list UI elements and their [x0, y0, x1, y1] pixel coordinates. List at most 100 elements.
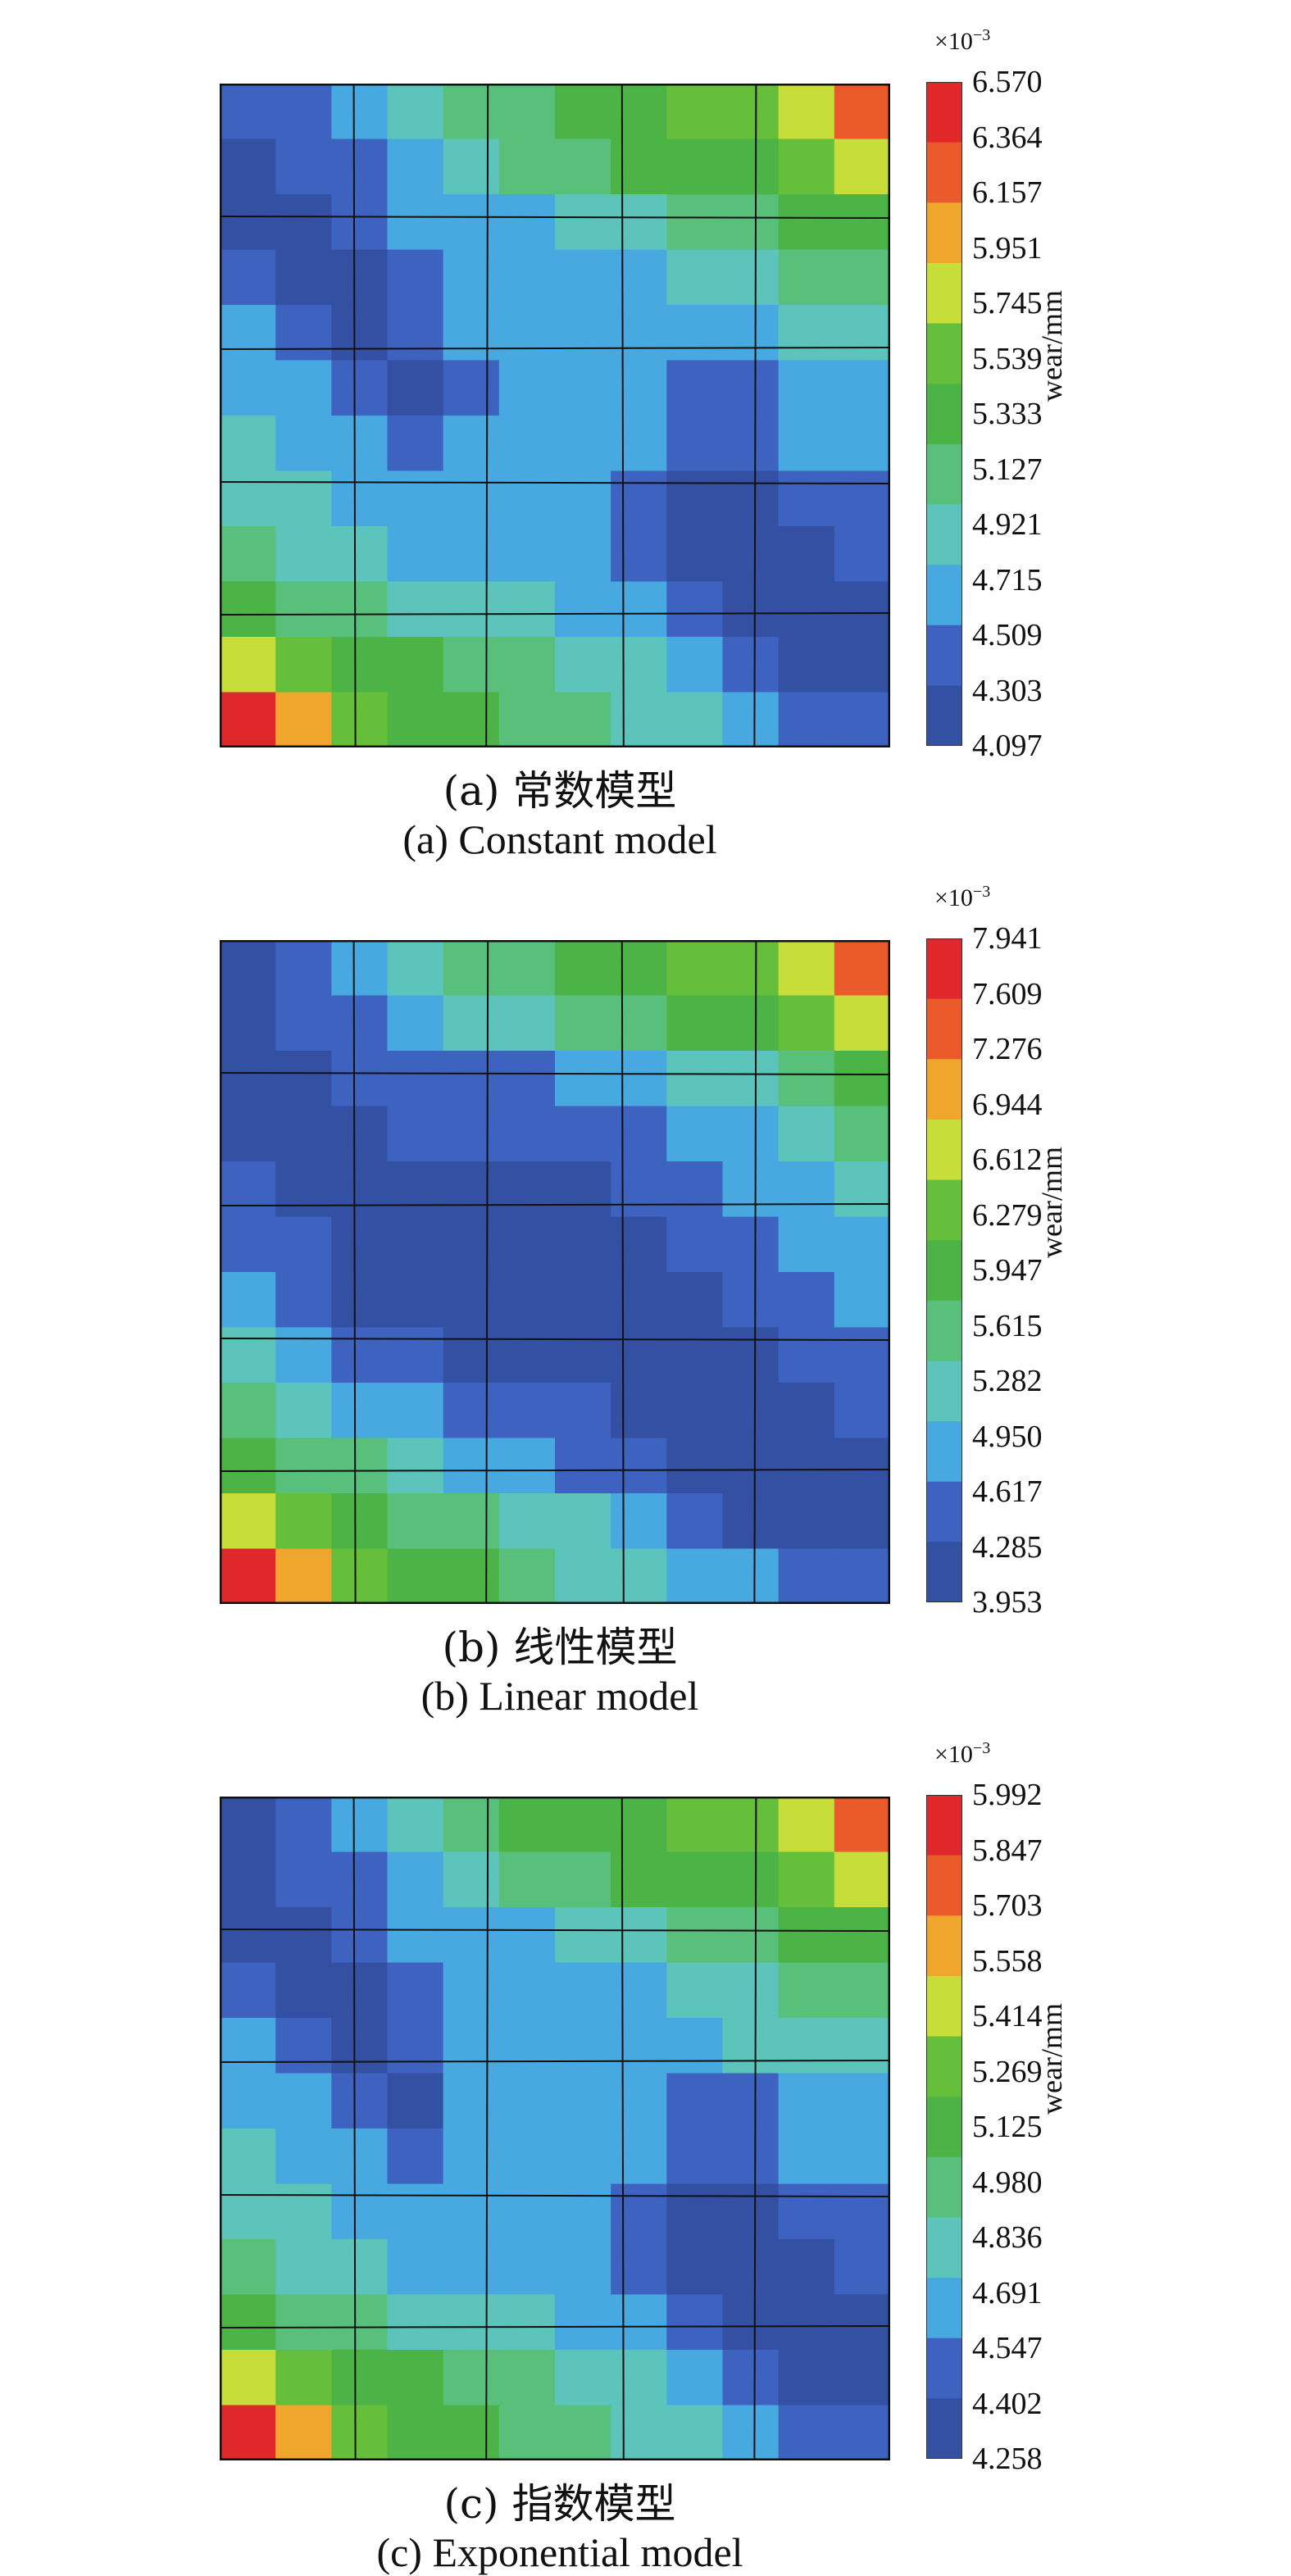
contour-cell	[331, 360, 389, 416]
colorbar-band	[926, 1240, 962, 1302]
contour-cell	[275, 637, 332, 693]
contour-cell	[443, 1797, 500, 1853]
contour-cell	[331, 1327, 389, 1383]
contour-cell	[611, 2350, 667, 2406]
contour-cell	[498, 194, 556, 251]
contour-cell	[834, 2239, 890, 2296]
contour-cell	[498, 1438, 556, 1494]
wear-contour-plot	[220, 84, 890, 747]
contour-cell	[666, 2073, 724, 2129]
contour-cell	[834, 1161, 890, 1218]
contour-cell	[555, 2073, 611, 2129]
contour-cell	[220, 1548, 276, 1604]
caption-english: (b) Linear model	[420, 1673, 699, 1719]
contour-cell	[275, 581, 332, 638]
contour-cell	[555, 692, 611, 747]
contour-cell	[443, 940, 500, 997]
contour-cell	[555, 1106, 611, 1162]
colorbar-tick-label: 5.992	[972, 1778, 1043, 1812]
colorbar-band	[926, 625, 962, 686]
colorbar-band	[926, 2036, 962, 2097]
panel-linear-model: ×10−3 7.941 7.609 7.276 6.944 6.612 6.279 5.94…	[0, 873, 1291, 1719]
contour-cell	[555, 2294, 611, 2351]
contour-cell	[778, 2018, 835, 2074]
contour-cell	[666, 581, 724, 638]
contour-cell	[275, 2239, 332, 2296]
contour-cell	[275, 995, 332, 1052]
contour-cell	[555, 1797, 611, 1853]
contour-cell	[778, 1797, 835, 1853]
contour-cell	[220, 1327, 276, 1383]
mesh-line	[753, 940, 757, 1604]
contour-cell	[555, 2183, 611, 2240]
contour-cell	[722, 1106, 780, 1162]
contour-cell	[275, 1962, 332, 2019]
contour-cell	[331, 416, 389, 472]
contour-cell	[778, 1106, 835, 1162]
colorbar-tick-label: 4.303	[972, 673, 1043, 708]
contour-cell	[275, 940, 332, 997]
contour-cell	[555, 470, 611, 527]
mesh-line	[753, 1797, 757, 2460]
scale-exponent: ×10−3	[934, 883, 991, 911]
contour-cell	[331, 139, 389, 195]
contour-cell	[220, 940, 276, 997]
contour-cell	[331, 2239, 389, 2296]
contour-cell	[220, 2018, 276, 2074]
contour-cell	[443, 1438, 500, 1494]
contour-cell	[778, 139, 835, 195]
contour-cell	[722, 1272, 780, 1329]
contour-cell	[387, 139, 444, 195]
contour-cell	[666, 2350, 724, 2406]
contour-cell	[778, 1548, 835, 1604]
colorbar-tick-label: 5.703	[972, 1888, 1043, 1923]
panel-exponential-model: ×10−3 5.992 5.847 5.703 5.558 5.414 5.269 5.12…	[0, 1729, 1291, 2575]
contour-cell	[778, 2183, 835, 2240]
colorbar-band	[926, 565, 962, 626]
contour-cell	[443, 1548, 500, 1604]
contour-cell	[220, 2405, 276, 2460]
contour-cell	[722, 1327, 780, 1383]
contour-cell	[275, 2128, 332, 2185]
contour-cell	[220, 2350, 276, 2406]
colorbar-band	[926, 1421, 962, 1483]
contour-cell	[834, 305, 890, 361]
contour-cell	[387, 692, 444, 747]
colorbar-band	[926, 504, 962, 566]
contour-cell	[220, 1383, 276, 1439]
contour-cell	[443, 2239, 500, 2296]
colorbar-band	[926, 1915, 962, 1977]
contour-cell	[722, 2350, 780, 2406]
contour-cell	[834, 995, 890, 1052]
contour-cell	[611, 637, 667, 693]
contour-cell	[220, 637, 276, 693]
contour-cell	[611, 1106, 667, 1162]
mesh-line	[620, 84, 625, 747]
contour-cell	[331, 1797, 389, 1853]
contour-cell	[722, 1438, 780, 1494]
colorbar-band	[926, 1119, 962, 1181]
contour-cell	[275, 1272, 332, 1329]
colorbar-tick-label: 4.285	[972, 1529, 1043, 1565]
contour-cell	[555, 194, 611, 251]
contour-cell	[275, 470, 332, 527]
colorbar-tick-label: 4.097	[972, 729, 1043, 763]
contour-cell	[722, 360, 780, 416]
contour-cell	[220, 526, 276, 583]
contour-cell	[834, 1797, 890, 1853]
contour-cell	[722, 139, 780, 195]
contour-cell	[498, 1383, 556, 1439]
contour-cell	[834, 1438, 890, 1494]
contour-cell	[387, 2128, 444, 2185]
contour-cell	[555, 1327, 611, 1383]
contour-cell	[443, 581, 500, 638]
contour-cell	[778, 581, 835, 638]
contour-cell	[666, 249, 724, 306]
contour-cell	[387, 1493, 444, 1550]
mesh-line	[352, 1797, 357, 2460]
colorbar-tick-label: 6.570	[972, 65, 1043, 99]
contour-cell	[387, 1851, 444, 1908]
contour-cell	[387, 1962, 444, 2019]
contour-cell	[275, 84, 332, 140]
contour-cell	[331, 470, 389, 527]
